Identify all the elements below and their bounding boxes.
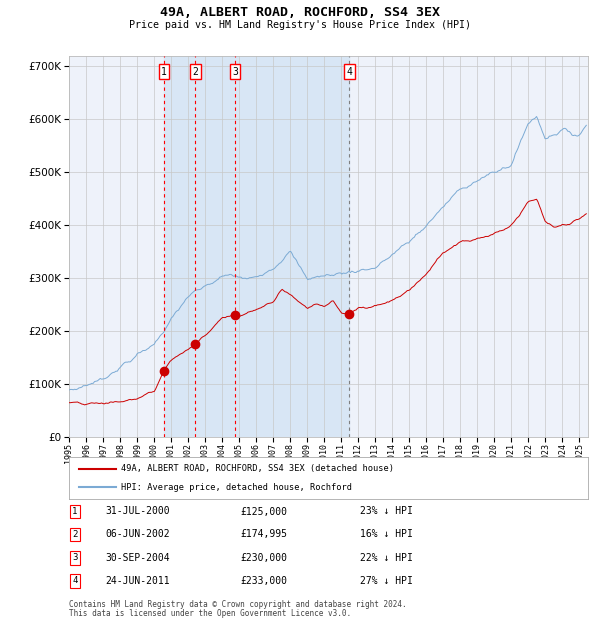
- Text: 4: 4: [73, 577, 77, 585]
- Text: This data is licensed under the Open Government Licence v3.0.: This data is licensed under the Open Gov…: [69, 609, 351, 618]
- Bar: [164, 56, 349, 437]
- Text: 4: 4: [346, 67, 352, 77]
- Text: Price paid vs. HM Land Registry's House Price Index (HPI): Price paid vs. HM Land Registry's House …: [129, 20, 471, 30]
- Text: 2: 2: [73, 530, 77, 539]
- Text: 16% ↓ HPI: 16% ↓ HPI: [360, 529, 413, 539]
- Text: £174,995: £174,995: [240, 529, 287, 539]
- Text: HPI: Average price, detached house, Rochford: HPI: Average price, detached house, Roch…: [121, 483, 352, 492]
- Text: 24-JUN-2011: 24-JUN-2011: [105, 576, 170, 586]
- Text: £230,000: £230,000: [240, 553, 287, 563]
- Text: 31-JUL-2000: 31-JUL-2000: [105, 507, 170, 516]
- Text: 49A, ALBERT ROAD, ROCHFORD, SS4 3EX: 49A, ALBERT ROAD, ROCHFORD, SS4 3EX: [160, 6, 440, 19]
- Text: £233,000: £233,000: [240, 576, 287, 586]
- Text: 2: 2: [193, 67, 199, 77]
- Text: 06-JUN-2002: 06-JUN-2002: [105, 529, 170, 539]
- Text: 1: 1: [161, 67, 167, 77]
- Text: 1: 1: [73, 507, 77, 516]
- Text: £125,000: £125,000: [240, 507, 287, 516]
- Text: 27% ↓ HPI: 27% ↓ HPI: [360, 576, 413, 586]
- Text: 49A, ALBERT ROAD, ROCHFORD, SS4 3EX (detached house): 49A, ALBERT ROAD, ROCHFORD, SS4 3EX (det…: [121, 464, 394, 473]
- Text: Contains HM Land Registry data © Crown copyright and database right 2024.: Contains HM Land Registry data © Crown c…: [69, 600, 407, 609]
- Text: 23% ↓ HPI: 23% ↓ HPI: [360, 507, 413, 516]
- Text: 3: 3: [73, 554, 77, 562]
- Text: 22% ↓ HPI: 22% ↓ HPI: [360, 553, 413, 563]
- Text: 3: 3: [232, 67, 238, 77]
- Text: 30-SEP-2004: 30-SEP-2004: [105, 553, 170, 563]
